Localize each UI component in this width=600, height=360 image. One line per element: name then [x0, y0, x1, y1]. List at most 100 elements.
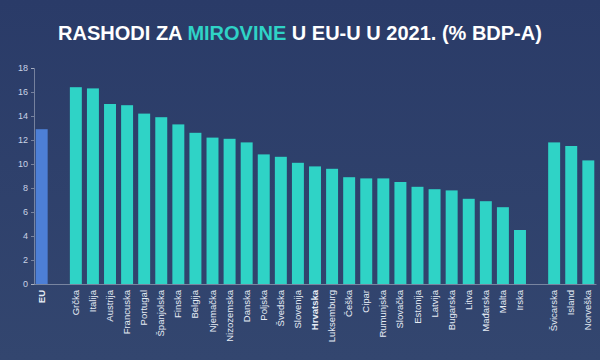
x-tick: Njemačka	[207, 289, 218, 332]
bar	[224, 139, 236, 284]
bar	[87, 88, 99, 284]
bar	[548, 142, 560, 284]
bar	[514, 230, 526, 284]
background	[0, 0, 600, 360]
x-tick-label: Island	[565, 290, 576, 315]
x-tick-label: Belgija	[189, 289, 200, 318]
x-tick: Poljska	[258, 289, 269, 320]
x-tick: Italija	[87, 289, 98, 312]
bar	[292, 163, 304, 284]
bar	[70, 87, 82, 284]
x-tick: Estonija	[412, 289, 423, 324]
y-tick-label: 4	[23, 231, 28, 241]
y-tick-label: 10	[18, 159, 28, 169]
y-tick: 6	[23, 207, 34, 217]
bar	[121, 105, 133, 284]
x-tick: Slovačka	[394, 289, 405, 328]
x-tick-label: Finska	[172, 289, 183, 318]
y-tick-label: 6	[23, 207, 28, 217]
bar	[36, 129, 48, 284]
x-tick-label: EU	[36, 290, 47, 303]
y-tick: 4	[23, 231, 34, 241]
y-tick-label: 14	[18, 111, 28, 121]
y-tick-mark	[31, 116, 34, 117]
y-tick: 0	[23, 279, 34, 289]
bar	[343, 177, 355, 284]
y-tick: 12	[18, 135, 34, 145]
x-tick-label: Malta	[497, 289, 508, 313]
x-tick-label: Švicarska	[548, 289, 559, 331]
x-tick: Belgija	[189, 289, 200, 318]
x-tick-label: Rumunjska	[377, 289, 388, 337]
y-tick: 14	[18, 111, 34, 121]
y-tick: 16	[18, 87, 34, 97]
bar	[275, 157, 287, 284]
y-tick-mark	[31, 140, 34, 141]
bar	[582, 160, 594, 284]
y-tick: 18	[18, 63, 34, 73]
x-axis-line	[35, 284, 597, 285]
bar	[258, 154, 270, 284]
bar	[429, 189, 441, 284]
x-tick: Mađarska	[480, 289, 491, 331]
x-tick-label: Austrija	[104, 289, 115, 321]
x-tick-label: Slovenija	[292, 289, 303, 328]
x-tick: Danska	[241, 289, 252, 322]
x-tick-label: Latvija	[429, 289, 440, 317]
x-tick: Nizozemska	[224, 289, 235, 341]
x-tick-label: Njemačka	[207, 289, 218, 332]
y-tick-label: 16	[18, 87, 28, 97]
x-tick-label: Francuska	[121, 289, 132, 334]
y-tick: 10	[18, 159, 34, 169]
x-tick: Irska	[514, 289, 525, 310]
x-tick-label: Grčka	[70, 289, 81, 315]
x-tick-label: Danska	[241, 289, 252, 322]
x-tick: Finska	[172, 289, 183, 318]
bar	[377, 178, 389, 284]
x-tick: Island	[565, 290, 576, 315]
y-tick: 2	[23, 255, 34, 265]
x-tick-label: Španjolska	[155, 289, 166, 336]
x-tick: Slovenija	[292, 289, 303, 328]
y-tick-mark	[31, 260, 34, 261]
bar	[207, 138, 219, 284]
x-tick-label: Nizozemska	[224, 289, 235, 341]
bar	[480, 201, 492, 284]
x-tick: Španjolska	[155, 289, 166, 336]
y-tick-label: 8	[23, 183, 28, 193]
bar	[155, 117, 167, 284]
x-tick: EU	[36, 290, 47, 303]
x-tick: Malta	[497, 289, 508, 313]
x-tick: Francuska	[121, 289, 132, 334]
x-tick: Bugarska	[446, 289, 457, 330]
bar	[326, 169, 338, 284]
bars	[36, 87, 595, 284]
chart: RASHODI ZA MIROVINE U EU-U U 2021. (% BD…	[0, 0, 600, 360]
y-tick-mark	[31, 212, 34, 213]
x-tick-label: Češka	[343, 289, 354, 317]
x-tick-label: Luksemburg	[326, 290, 337, 342]
y-tick-label: 12	[18, 135, 28, 145]
x-tick: Austrija	[104, 289, 115, 321]
y-tick-mark	[31, 68, 34, 69]
bar	[104, 104, 116, 284]
bar	[360, 178, 372, 284]
y-tick: 8	[23, 183, 34, 193]
x-tick-label: Bugarska	[446, 289, 457, 330]
bar	[497, 207, 509, 284]
bar	[241, 142, 253, 284]
bar	[565, 146, 577, 284]
y-tick-label: 18	[18, 63, 28, 73]
x-tick: Cipar	[360, 290, 371, 313]
x-tick-label: Estonija	[412, 289, 423, 324]
x-tick-label: Litva	[463, 289, 474, 310]
bar	[309, 166, 321, 284]
y-tick-mark	[31, 164, 34, 165]
x-tick-label: Hrvatska	[309, 289, 320, 330]
bar	[172, 124, 184, 284]
x-tick: Rumunjska	[377, 289, 388, 337]
y-tick-mark	[31, 236, 34, 237]
x-tick: Luksemburg	[326, 290, 337, 342]
x-tick-label: Norveška	[582, 289, 593, 330]
y-tick-mark	[31, 284, 34, 285]
